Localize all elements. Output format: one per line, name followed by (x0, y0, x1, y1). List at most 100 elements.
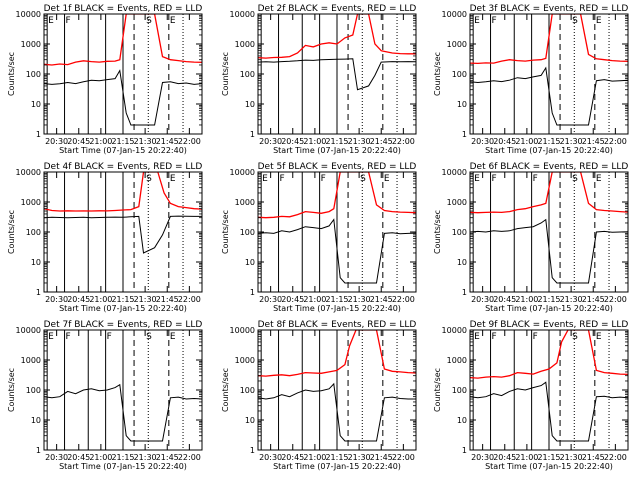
y-tick-label: 1000 (21, 356, 41, 365)
series-lld-line (470, 330, 628, 379)
x-tick-label: 21:45 (582, 453, 605, 462)
y-tick-label: 100 (240, 228, 255, 237)
flag-label: S (360, 174, 366, 184)
x-tick-label: 22:00 (604, 137, 627, 146)
x-tick-label: 20:30 (259, 137, 282, 146)
series-events-line (44, 69, 202, 126)
flag-label: E (596, 16, 602, 26)
x-tick-label: 22:00 (392, 453, 415, 462)
y-axis-label: Counts/sec (221, 210, 230, 254)
x-tick-label: 21:00 (303, 453, 326, 462)
y-tick-label: 10 (31, 416, 41, 425)
x-axis-label: Start Time (07-Jan-15 20:22:40) (59, 462, 187, 471)
x-axis-label: Start Time (07-Jan-15 20:22:40) (485, 304, 613, 313)
y-tick-label: 10000 (442, 10, 467, 19)
x-tick-label: 21:00 (515, 453, 538, 462)
x-tick-label: 21:30 (560, 453, 583, 462)
x-tick-label: 22:00 (392, 137, 415, 146)
x-tick-label: 21:45 (156, 137, 179, 146)
x-tick-label: 22:00 (604, 295, 627, 304)
y-tick-label: 1 (462, 288, 467, 297)
y-tick-label: 100 (26, 70, 41, 79)
x-axis-label: Start Time (07-Jan-15 20:22:40) (273, 304, 401, 313)
x-tick-label: 20:45 (281, 137, 304, 146)
y-tick-label: 1000 (447, 40, 467, 49)
panel-title: Det 7f BLACK = Events, RED = LLD (44, 320, 203, 330)
series-events-line (44, 383, 202, 442)
flag-label: E (48, 16, 54, 26)
x-tick-label: 20:30 (259, 453, 282, 462)
panel-title: Det 3f BLACK = Events, RED = LLD (470, 4, 629, 14)
series-events-line (258, 58, 416, 91)
y-tick-label: 10 (245, 416, 255, 425)
flag-label: E (170, 174, 176, 184)
flag-label: E (474, 332, 480, 342)
x-tick-label: 21:15 (111, 295, 134, 304)
y-tick-label: 1000 (235, 198, 255, 207)
panel-det-8: Det 8f BLACK = Events, RED = LLD 1 10 100 10… (221, 320, 417, 471)
series-lld-line (258, 172, 416, 219)
panel-title: Det 4f BLACK = Events, RED = LLD (44, 162, 203, 172)
x-tick-label: 21:30 (560, 137, 583, 146)
x-tick-label: 21:30 (348, 137, 371, 146)
flag-label: F (321, 174, 326, 184)
flag-label: S (572, 174, 578, 184)
x-tick-label: 21:00 (303, 137, 326, 146)
panel-title: Det 2f BLACK = Events, RED = LLD (258, 4, 417, 14)
x-tick-label: 21:30 (134, 137, 157, 146)
flag-label: S (146, 174, 152, 184)
x-tick-label: 21:45 (156, 453, 179, 462)
flag-label: E (262, 174, 268, 184)
panel-det-9: Det 9f BLACK = Events, RED = LLD E F F S E 1 10… (433, 320, 629, 471)
x-tick-label: 20:45 (493, 137, 516, 146)
flag-label: E (474, 16, 480, 26)
y-tick-label: 1 (250, 446, 255, 455)
y-tick-label: 100 (452, 70, 467, 79)
x-tick-label: 20:30 (259, 295, 282, 304)
x-tick-label: 21:15 (537, 137, 560, 146)
y-axis-label: Counts/sec (433, 368, 442, 412)
x-tick-label: 20:30 (45, 295, 68, 304)
series-lld-line (258, 330, 416, 377)
y-tick-label: 1000 (447, 198, 467, 207)
y-tick-label: 10000 (16, 168, 41, 177)
flag-label: F (533, 332, 538, 342)
x-axis-label: Start Time (07-Jan-15 20:22:40) (273, 146, 401, 155)
y-tick-label: 100 (240, 386, 255, 395)
y-tick-label: 1000 (447, 356, 467, 365)
y-tick-label: 10000 (230, 10, 255, 19)
y-axis-label: Counts/sec (7, 368, 16, 412)
x-tick-label: 20:45 (281, 453, 304, 462)
series-lld-line (258, 14, 416, 59)
y-tick-label: 10 (457, 100, 467, 109)
flag-label: F (533, 174, 538, 184)
panel-det-1: Det 1f BLACK = Events, RED = LLD E F S E 1 10 1… (7, 4, 203, 155)
x-tick-label: 21:15 (111, 137, 134, 146)
x-tick-label: 20:45 (493, 453, 516, 462)
x-axis-label: Start Time (07-Jan-15 20:22:40) (59, 146, 187, 155)
y-axis-label: Counts/sec (7, 210, 16, 254)
y-axis-label: Counts/sec (433, 52, 442, 96)
x-tick-label: 21:00 (515, 295, 538, 304)
y-tick-label: 10 (457, 258, 467, 267)
x-tick-label: 21:45 (370, 137, 393, 146)
x-tick-label: 21:30 (134, 453, 157, 462)
y-tick-label: 100 (452, 386, 467, 395)
y-tick-label: 1000 (235, 356, 255, 365)
x-tick-label: 20:30 (471, 137, 494, 146)
x-tick-label: 21:30 (560, 295, 583, 304)
x-tick-label: 20:45 (67, 453, 90, 462)
flag-label: F (492, 332, 497, 342)
x-tick-label: 22:00 (178, 137, 201, 146)
y-tick-label: 10 (245, 258, 255, 267)
y-tick-label: 1000 (21, 40, 41, 49)
y-tick-label: 1000 (21, 198, 41, 207)
series-events-line (470, 381, 628, 442)
panel-title: Det 8f BLACK = Events, RED = LLD (258, 320, 417, 330)
x-tick-label: 20:45 (493, 295, 516, 304)
x-axis-label: Start Time (07-Jan-15 20:22:40) (59, 304, 187, 313)
x-tick-label: 21:45 (370, 453, 393, 462)
y-tick-label: 10000 (230, 168, 255, 177)
x-tick-label: 20:30 (45, 453, 68, 462)
